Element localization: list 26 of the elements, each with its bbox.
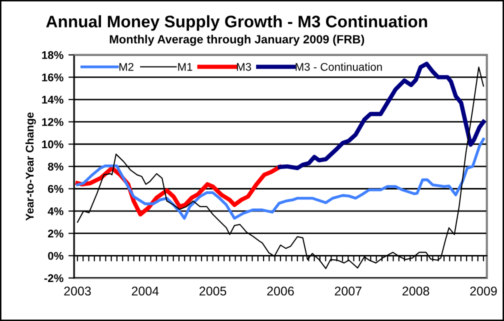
y-tick-label: 14% (42, 96, 64, 104)
line-series (278, 62, 486, 170)
x-tick-label: 2007 (334, 286, 362, 296)
chart-subtitle: Monthly Average through January 2009 (FRB) (110, 34, 364, 46)
y-tick-label: 16% (42, 73, 64, 82)
x-tick-label: 2009 (470, 286, 497, 296)
legend-label: M3 - Continuation (296, 62, 382, 71)
y-tick-label: 10% (42, 140, 64, 148)
legend-label: M1 (178, 63, 192, 71)
y-tick-label: 8% (48, 162, 64, 171)
y-tick-label: 0% (48, 252, 64, 260)
legend-label: M2 (119, 62, 134, 71)
y-tick-label: -2% (44, 274, 64, 282)
x-tick-label: 2003 (64, 286, 91, 296)
x-tick-label: 2005 (200, 286, 226, 296)
x-tick-label: 2004 (132, 286, 159, 296)
legend-label: M3 (236, 62, 252, 71)
y-tick-label: 4% (48, 207, 64, 216)
y-tick-label: 2% (48, 230, 64, 238)
y-tick-label: 6% (48, 185, 64, 193)
y-tick-label: 18% (42, 51, 64, 60)
chart-title: Annual Money Supply Growth - M3 Continuation (46, 15, 428, 31)
x-tick-label: 2008 (402, 286, 430, 296)
y-axis-title: Year-to-Year Change (25, 112, 36, 221)
y-tick-label: 12% (42, 118, 64, 126)
x-tick-label: 2006 (267, 286, 294, 296)
